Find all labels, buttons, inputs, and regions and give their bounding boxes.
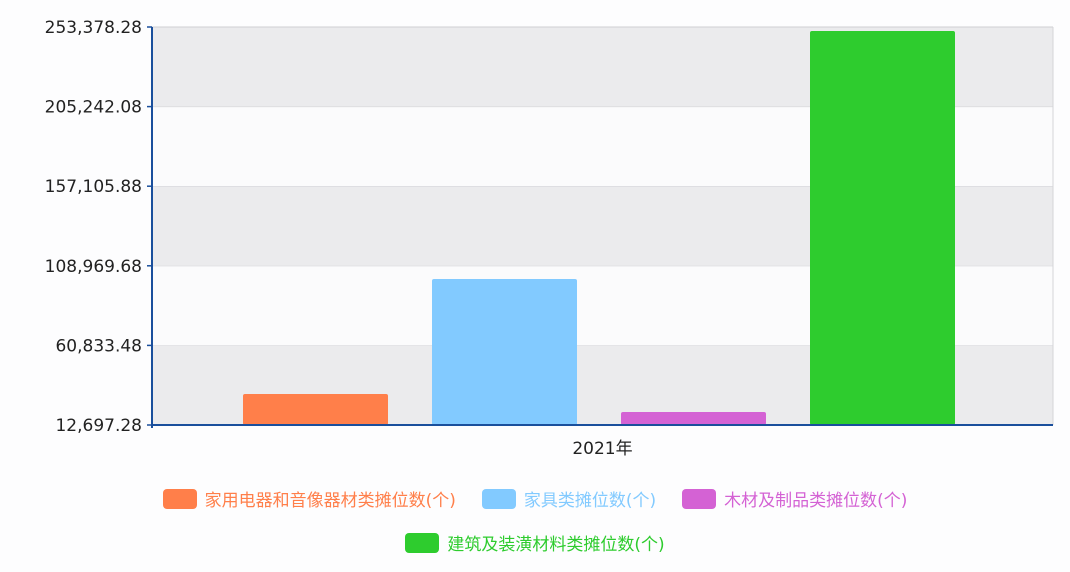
- y-tick-label: 108,969.68: [45, 257, 142, 277]
- legend-item[interactable]: 建筑及装潢材料类摊位数(个): [405, 530, 665, 555]
- legend-swatch: [162, 488, 197, 509]
- y-tick-label: 60,833.48: [55, 336, 142, 356]
- legend-swatch: [405, 532, 440, 553]
- bar-3: [621, 412, 766, 425]
- legend-label: 家具类摊位数(个): [523, 491, 657, 511]
- legend-swatch: [682, 488, 717, 509]
- legend-label: 家用电器和音像器材类摊位数(个): [204, 491, 456, 511]
- legend: 建筑及装潢材料类摊位数(个): [0, 530, 1070, 555]
- legend-label: 木材及制品类摊位数(个): [724, 491, 908, 511]
- y-tick-label: 253,378.28: [45, 18, 142, 38]
- bar-1: [243, 394, 388, 425]
- legend: 家用电器和音像器材类摊位数(个) 家具类摊位数(个) 木材及制品类摊位数(个): [0, 486, 1070, 511]
- x-tick-label: 2021年: [572, 439, 632, 459]
- y-tick-label: 205,242.08: [45, 98, 142, 118]
- legend-item[interactable]: 家具类摊位数(个): [481, 486, 657, 511]
- bar-2: [432, 279, 577, 425]
- y-tick-label: 157,105.88: [45, 177, 142, 197]
- legend-item[interactable]: 家用电器和音像器材类摊位数(个): [162, 486, 456, 511]
- legend-item[interactable]: 木材及制品类摊位数(个): [682, 486, 907, 511]
- bar-4: [810, 31, 955, 426]
- legend-label: 建筑及装潢材料类摊位数(个): [447, 535, 665, 555]
- y-tick-label: 12,697.28: [55, 416, 142, 436]
- legend-swatch: [481, 488, 516, 509]
